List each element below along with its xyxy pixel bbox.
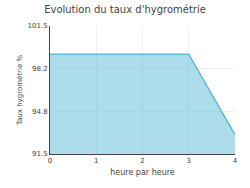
svg-text:heure par heure: heure par heure: [110, 168, 175, 177]
svg-text:Evolution du taux d'hygrométri: Evolution du taux d'hygrométrie: [44, 4, 206, 15]
svg-text:1: 1: [94, 157, 98, 165]
svg-text:3: 3: [187, 157, 191, 165]
svg-text:94.8: 94.8: [32, 108, 48, 116]
svg-text:91.5: 91.5: [32, 150, 48, 158]
svg-text:101.5: 101.5: [28, 22, 48, 30]
svg-text:4: 4: [233, 157, 238, 165]
svg-text:Taux hygrométrie %: Taux hygrométrie %: [16, 55, 24, 126]
svg-text:0: 0: [48, 157, 52, 165]
svg-text:98.2: 98.2: [32, 65, 48, 73]
svg-text:2: 2: [140, 157, 144, 165]
